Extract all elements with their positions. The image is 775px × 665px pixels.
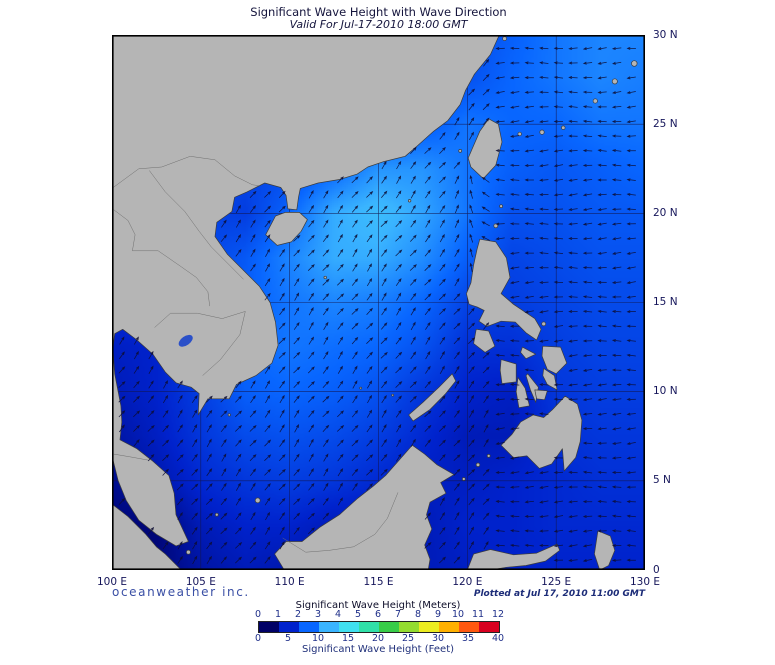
colorbar-segment	[439, 622, 459, 632]
land-masses	[112, 35, 638, 570]
colorbar-segment	[279, 622, 299, 632]
colorbar-segment	[459, 622, 479, 632]
meters-tick-label: 8	[414, 609, 422, 620]
chart-title: Significant Wave Height with Wave Direct…	[250, 5, 507, 19]
y-tick-label: 0	[653, 563, 660, 576]
legend-title-feet: Significant Wave Height (Feet)	[301, 644, 455, 655]
feet-tick-label: 5	[284, 633, 292, 644]
wave-direction-arrows	[118, 46, 636, 565]
meters-tick-label: 2	[294, 609, 302, 620]
x-tick-label: 105 E	[185, 576, 216, 588]
meters-tick-label: 0	[254, 609, 262, 620]
chart-subtitle: Valid For Jul-17-2010 18:00 GMT	[289, 18, 468, 31]
colorbar-segment	[259, 622, 279, 632]
map-plot-area	[112, 35, 645, 570]
colorbar-segment	[359, 622, 379, 632]
feet-tick-label: 20	[371, 633, 385, 644]
meters-tick-label: 9	[434, 609, 442, 620]
x-tick-label: 115 E	[363, 576, 394, 588]
feet-tick-label: 10	[311, 633, 325, 644]
colorbar-segment	[419, 622, 439, 632]
x-tick-label: 120 E	[452, 576, 483, 588]
map-frame	[112, 35, 645, 570]
meters-tick-label: 7	[394, 609, 402, 620]
meters-tick-label: 3	[314, 609, 322, 620]
colorbar-segment	[339, 622, 359, 632]
y-tick-label: 30 N	[653, 28, 678, 41]
map-overlay-svg	[112, 35, 645, 570]
feet-tick-label: 15	[341, 633, 355, 644]
y-tick-label: 25 N	[653, 117, 678, 130]
colorbar-segment	[479, 622, 499, 632]
oceanweather-brand: oceanweather inc.	[112, 585, 250, 599]
feet-tick-label: 30	[431, 633, 445, 644]
y-tick-label: 15 N	[653, 296, 678, 308]
tonle-sap-lake	[178, 334, 193, 347]
country-borders	[112, 156, 399, 553]
legend-colorbar	[258, 621, 500, 633]
x-tick-label: 100 E	[96, 576, 127, 588]
meters-tick-label: 1	[274, 609, 282, 620]
feet-tick-label: 35	[461, 633, 475, 644]
colorbar-segment	[319, 622, 339, 632]
legend-title-meters: Significant Wave Height (Meters)	[295, 600, 461, 611]
feet-tick-label: 40	[491, 633, 505, 644]
colorbar-segment	[399, 622, 419, 632]
plotted-at-text: Plotted at Jul 17, 2010 11:00 GMT	[473, 589, 645, 599]
meters-tick-label: 5	[354, 609, 362, 620]
colorbar-segment	[299, 622, 319, 632]
x-tick-label: 110 E	[274, 576, 305, 588]
meters-tick-label: 4	[334, 609, 342, 620]
feet-tick-label: 25	[401, 633, 415, 644]
y-tick-label: 10 N	[653, 385, 678, 398]
meters-tick-label: 10	[451, 609, 465, 620]
y-tick-label: 20 N	[653, 206, 678, 219]
meters-tick-label: 6	[374, 609, 382, 620]
meters-tick-label: 12	[491, 609, 505, 620]
feet-tick-label: 0	[254, 633, 262, 644]
x-tick-label: 130 E	[629, 576, 660, 588]
meters-tick-label: 11	[471, 609, 485, 620]
x-tick-label: 125 E	[541, 576, 572, 588]
colorbar-segment	[379, 622, 399, 632]
y-tick-label: 5 N	[653, 474, 671, 487]
